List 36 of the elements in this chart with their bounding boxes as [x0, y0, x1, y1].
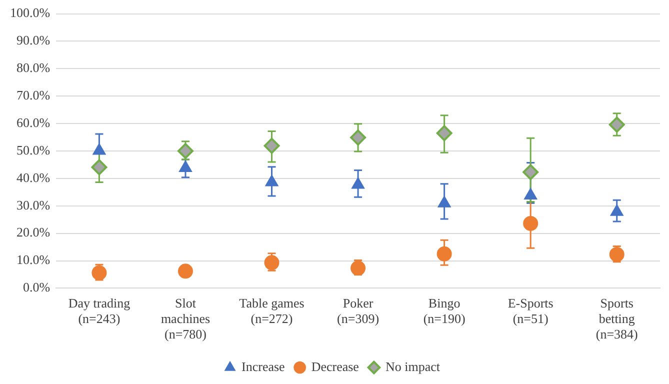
- y-tick-label: 10.0%: [16, 252, 50, 268]
- x-tick-label: E-Sports (n=51): [508, 295, 554, 326]
- y-tick-label: 30.0%: [16, 197, 50, 212]
- y-tick-label: 60.0%: [16, 114, 50, 130]
- x-tick-label: Bingo (n=190): [423, 295, 466, 326]
- y-tick-label: 70.0%: [16, 88, 50, 103]
- legend-label: Decrease: [311, 358, 360, 374]
- point: [178, 160, 192, 172]
- legend-label: No impact: [385, 358, 440, 374]
- y-tick-label: 80.0%: [16, 60, 50, 76]
- x-tick-label: Slot machines (n=780): [160, 295, 210, 342]
- y-tick-label: 90.0%: [16, 32, 50, 48]
- point: [177, 143, 194, 159]
- point: [523, 216, 538, 231]
- point: [436, 246, 452, 262]
- point: [264, 255, 280, 270]
- point: [609, 246, 624, 262]
- x-tick-label: Sports betting (n=384): [596, 295, 638, 342]
- point: [264, 138, 280, 154]
- y-tick-label: 50.0%: [16, 142, 50, 158]
- point: [91, 159, 108, 176]
- point: [178, 264, 193, 279]
- x-tick-label: Day trading (n=243): [68, 295, 131, 326]
- point: [350, 260, 366, 276]
- point: [350, 130, 366, 146]
- legend-label: Increase: [242, 358, 286, 374]
- y-tick-label: 100.0%: [10, 5, 50, 20]
- x-tick-label: Table games (n=272): [239, 295, 304, 326]
- y-tick-label: 0.0%: [22, 280, 50, 295]
- x-tick-label: Poker (n=309): [337, 295, 380, 326]
- point: [522, 164, 539, 180]
- point: [608, 116, 625, 133]
- point: [92, 265, 107, 280]
- y-tick-label: 40.0%: [16, 170, 50, 185]
- y-tick-label: 20.0%: [16, 224, 50, 240]
- point: [436, 125, 452, 142]
